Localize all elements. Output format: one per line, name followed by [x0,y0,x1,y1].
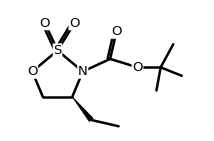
Text: O: O [40,17,50,30]
Polygon shape [72,97,93,122]
Text: O: O [111,25,122,38]
Text: O: O [69,17,80,30]
Text: O: O [27,65,37,78]
Text: O: O [132,61,143,74]
Text: N: N [78,65,88,78]
Text: S: S [53,44,62,57]
